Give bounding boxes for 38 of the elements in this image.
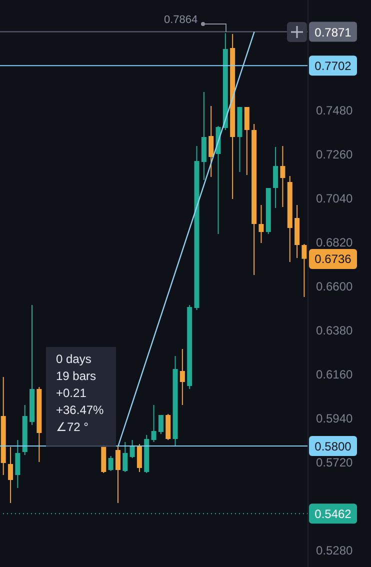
annotation: 19 bars <box>56 368 98 385</box>
candlestick <box>130 440 135 458</box>
y-tick-label: 0.5720 <box>316 455 354 470</box>
y-tick-label: 0.6600 <box>316 279 354 294</box>
y-tick-label: 0.6380 <box>316 323 354 338</box>
text: 0.6736 <box>309 248 357 269</box>
candlestick <box>273 146 278 208</box>
ref-line-label: 0.5462 <box>314 507 352 522</box>
candlestick <box>108 456 114 472</box>
annotation: 0.7864 <box>162 14 198 26</box>
candlestick <box>8 446 14 504</box>
candlestick <box>280 146 286 208</box>
candlestick <box>151 404 156 442</box>
candlestick <box>136 444 142 472</box>
candlestick <box>158 414 164 434</box>
annotation: +0.21 <box>56 385 88 402</box>
candlestick <box>244 106 250 176</box>
candlestick <box>166 414 171 440</box>
y-tick-label: 0.7260 <box>316 147 354 162</box>
y-tick-label: 0.5280 <box>316 543 354 558</box>
candlestick <box>208 106 214 178</box>
y-tick-label: 0.5940 <box>316 411 354 426</box>
ref-line-label: 0.5800 <box>314 440 352 454</box>
y-tick-label: 0.6820 <box>316 235 354 250</box>
ref-line-label: 0.7702 <box>314 59 352 74</box>
y-tick-label: 0.6160 <box>316 367 354 382</box>
candlestick <box>180 348 185 406</box>
candlestick <box>258 204 264 244</box>
candlestick <box>15 440 20 488</box>
candlestick <box>115 446 120 504</box>
y-tick-label: 0.7040 <box>316 191 354 206</box>
annotation: 0 days <box>56 351 92 368</box>
annotation: ∠72 ° <box>56 419 90 436</box>
annotation: +36.47% <box>56 402 105 419</box>
candlestick <box>302 244 307 298</box>
y-tick-label: 0.7480 <box>316 103 354 118</box>
ref-line-label: 0.7871 <box>314 25 352 40</box>
candlestick <box>122 442 128 472</box>
